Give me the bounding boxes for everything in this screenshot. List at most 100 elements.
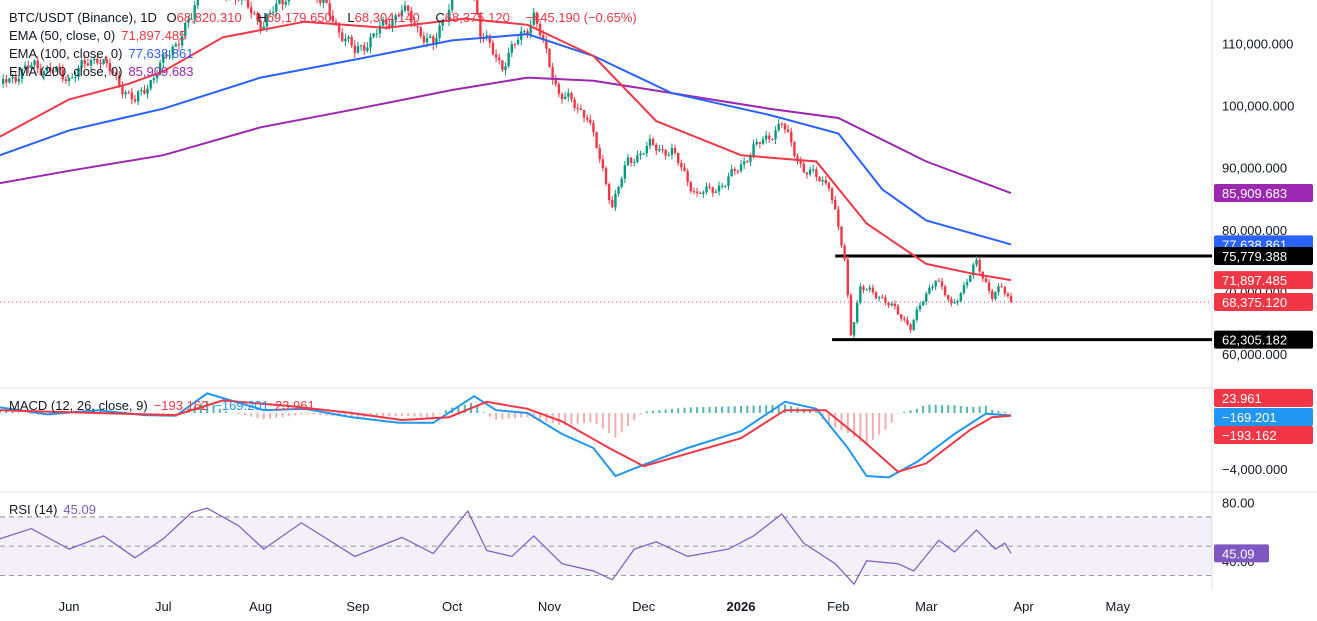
candle-body (375, 33, 378, 35)
month-label: Apr (1013, 599, 1034, 614)
macd-histogram-bar (99, 410, 102, 413)
candle-body (560, 93, 564, 100)
macd-histogram-bar (909, 410, 912, 413)
macd-tag-label: −193.162 (1222, 428, 1277, 443)
candle-body (271, 11, 275, 13)
candle-body (259, 20, 262, 29)
candle-body (749, 155, 752, 163)
candle-body (516, 39, 520, 45)
candle-body (162, 54, 165, 63)
candle-body (410, 10, 413, 23)
candle-body (8, 78, 11, 83)
candle-body (623, 165, 627, 179)
candle-body (786, 129, 790, 132)
candle-body (680, 162, 683, 168)
support-resistance-lines[interactable] (832, 254, 1212, 342)
macd-histogram-bar (162, 413, 165, 414)
candle-body (127, 92, 130, 94)
ema200-legend[interactable]: EMA (200, close, 0) 85,909.683 (9, 64, 200, 80)
candle-body (812, 169, 815, 171)
macd-histogram-bar (413, 413, 416, 417)
candle-body (893, 303, 897, 307)
ema100-legend[interactable]: EMA (100, close, 0) 77,638.861 (9, 46, 200, 62)
macd-histogram-bar (312, 413, 315, 415)
candle-body (909, 324, 912, 330)
macd-histogram-bar (645, 411, 648, 413)
price-tick-label: 80,000.000 (1222, 223, 1287, 238)
candle-body (359, 45, 363, 47)
candle-body (912, 319, 915, 330)
candle-body (149, 80, 152, 89)
price-tick-label: 110,000.000 (1222, 36, 1293, 51)
candle-body (180, 36, 184, 46)
macd-histogram-bar (664, 409, 667, 413)
candle-body (579, 108, 583, 111)
candle-body (855, 302, 859, 323)
macd-histogram-bar (281, 413, 284, 418)
candle-body (997, 286, 1000, 293)
macd-histogram-bar (476, 405, 479, 413)
candle-body (589, 119, 592, 123)
price-tag (1214, 246, 1313, 265)
macd-histogram-bar (576, 413, 579, 424)
rsi-legend[interactable]: RSI (14) 45.09 (9, 502, 102, 518)
macd-histogram-bar (652, 410, 655, 413)
candle-body (683, 167, 686, 172)
candle-body (758, 142, 762, 144)
candle-body (899, 314, 903, 319)
macd-histogram-bar (658, 410, 661, 413)
candle-body (435, 37, 438, 45)
macd-histogram-bar (865, 413, 868, 446)
macd-histogram-bar (959, 405, 962, 413)
candle-body (799, 161, 802, 164)
candle-body (953, 302, 956, 304)
macd-tag (1214, 389, 1313, 407)
candle-body (727, 176, 730, 186)
candle-body (708, 186, 711, 188)
candle-body (752, 144, 755, 156)
candle-body (1006, 293, 1010, 296)
macd-histogram-bar (482, 412, 485, 413)
candle-body (692, 191, 696, 193)
macd-histogram-bar (426, 413, 429, 418)
candle-body (64, 79, 68, 82)
candle-body (171, 46, 174, 55)
candle-body (42, 71, 46, 76)
candle-body (548, 48, 551, 68)
macd-line (0, 392, 1012, 479)
month-label: Aug (249, 599, 272, 614)
rsi-pane (0, 507, 1012, 586)
time-axis[interactable]: Jun Jul Aug Sep Oct Nov Dec 2026 Feb Mar Apr May (59, 599, 1131, 614)
candle-body (322, 0, 325, 3)
candle-body (934, 280, 937, 287)
candle-body (366, 47, 369, 51)
candle-body (670, 148, 674, 155)
ema50-legend[interactable]: EMA (50, close, 0) 71,897.485 (9, 28, 192, 44)
candle-body (843, 245, 846, 260)
candle-body (356, 46, 360, 53)
macd-histogram-bar (752, 405, 755, 413)
candle-body (249, 7, 253, 14)
candle-body (165, 54, 168, 57)
candle-body (821, 180, 824, 182)
macd-histogram-bar (620, 413, 623, 432)
macd-histogram-bar (237, 413, 240, 414)
candle-body (196, 0, 200, 6)
macd-legend[interactable]: MACD (12, 26, close, 9) −193.162 −169.201 2… (9, 398, 321, 414)
candle-body (545, 39, 548, 49)
candle-body (874, 292, 878, 299)
macd-histogram-bar (702, 406, 705, 413)
candle-body (403, 5, 407, 11)
candle-body (538, 24, 542, 36)
candle-body (950, 299, 953, 304)
price-axis[interactable]: 110,000.000 100,000.000 90,000.000 80,000.0… (1214, 36, 1313, 569)
macd-histogram-bar (218, 408, 221, 413)
rsi-legend-value: 45.09 (63, 502, 96, 517)
candle-body (143, 90, 146, 94)
month-label: Dec (632, 599, 656, 614)
macd-histogram-bar (1003, 411, 1006, 413)
candle-body (278, 0, 281, 4)
macd-histogram-bar (991, 409, 994, 413)
macd-histogram-bar (897, 413, 900, 414)
